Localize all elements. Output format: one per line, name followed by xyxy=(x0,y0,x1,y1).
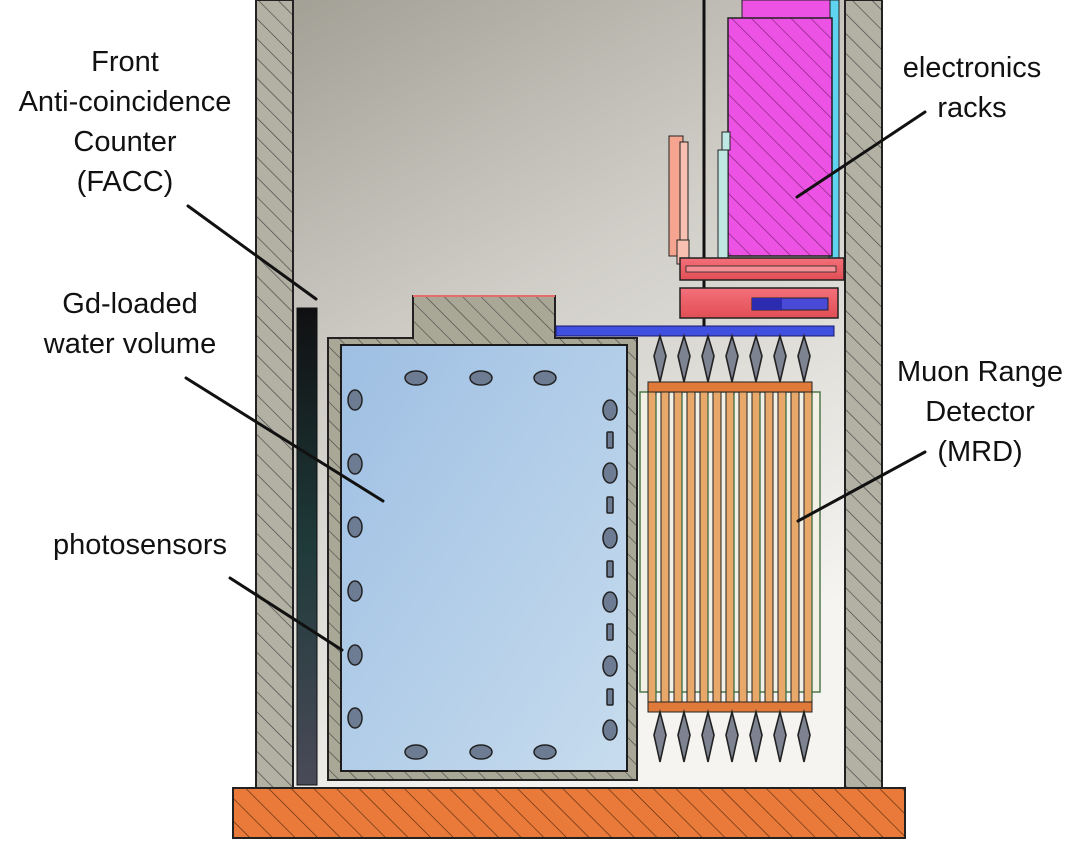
facc-label: Front Anti-coincidence Counter (FACC) xyxy=(18,46,232,198)
rack xyxy=(727,17,833,257)
left-wall xyxy=(255,0,294,789)
mrd-label: Muon Range Detector (MRD) xyxy=(896,356,1064,468)
electronics-racks-label: electronics racks xyxy=(902,52,1042,124)
facc-panel xyxy=(296,307,318,786)
floor-slab xyxy=(232,787,906,839)
water-volume xyxy=(340,344,628,772)
muon-range-detector xyxy=(639,333,821,763)
leader-lines xyxy=(184,110,927,652)
right-wall xyxy=(844,0,883,789)
support-beam xyxy=(555,325,835,337)
electronics-racks-assembly xyxy=(668,0,845,326)
water-volume-label: Gd-loaded water volume xyxy=(43,288,217,360)
photosensors-label: photosensors xyxy=(52,529,228,561)
photosensor-array xyxy=(347,370,618,760)
